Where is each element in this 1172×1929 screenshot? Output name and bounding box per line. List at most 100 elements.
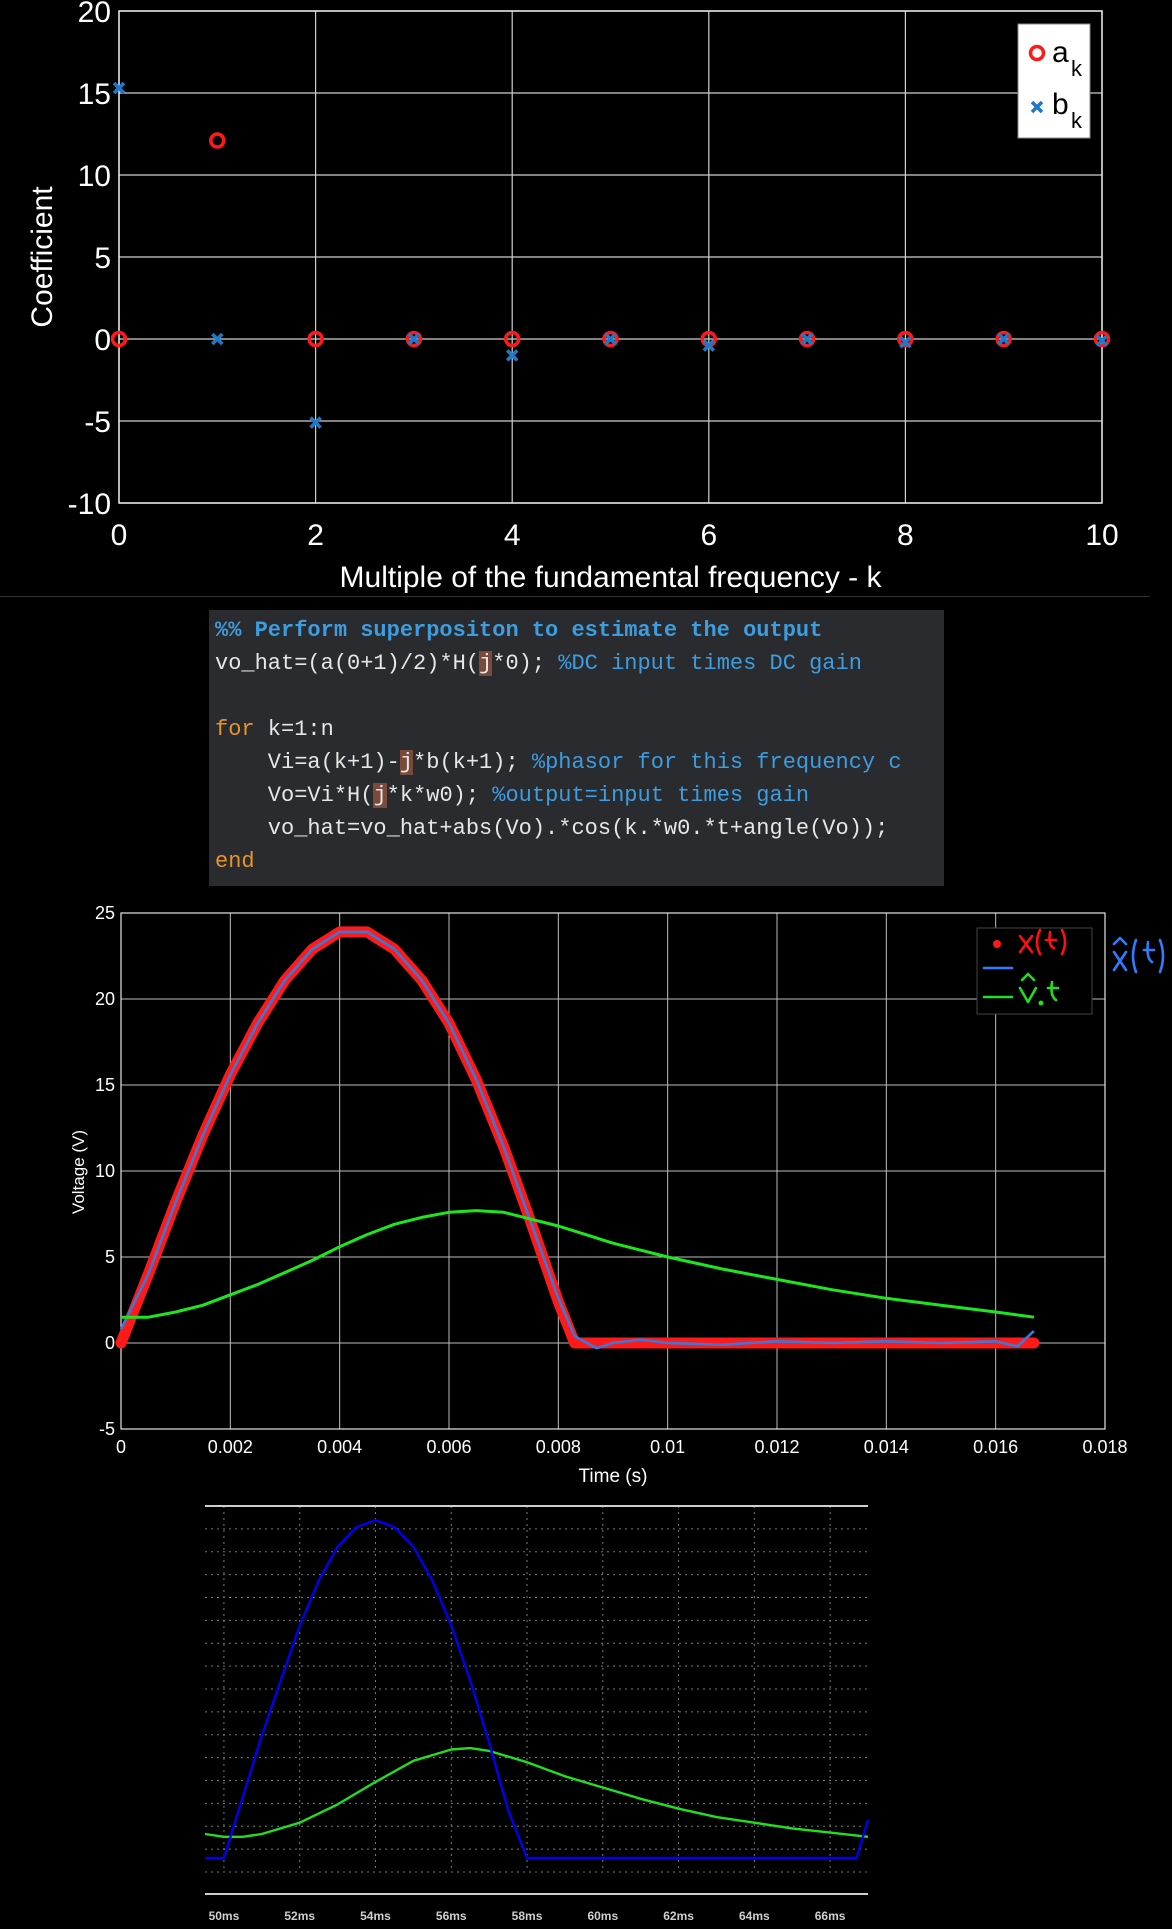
code-line: %% Perform superpositon to estimate the …	[215, 614, 944, 647]
y-tick-label: 20	[95, 989, 115, 1009]
b-coefficient-point	[211, 332, 224, 346]
y-tick-label: -5	[99, 1419, 115, 1439]
y-tick-label: 15	[95, 1075, 115, 1095]
b-coefficient-point	[407, 332, 421, 346]
x-tick-label: 56ms	[436, 1909, 467, 1923]
voltage-chart: 0 0.002 0.004 0.006 0.008 0.01 0.012 0.014 0.016…	[0, 900, 1172, 1490]
legend-b-subscript: k	[1071, 108, 1083, 133]
input-signal-line	[115, 926, 1040, 1349]
input-voltage-trace	[205, 1518, 870, 1860]
x-axis-label: Multiple of the fundamental frequency - …	[340, 561, 883, 594]
b-coefficient-point	[899, 336, 912, 349]
y-tick-label: 15	[78, 78, 111, 111]
legend-a-subscript: k	[1071, 56, 1083, 81]
x-tick-label: 2	[307, 519, 324, 552]
simulation-chart: 50ms 52ms 54ms 56ms 58ms 60ms 62ms 64ms 66ms	[0, 1490, 1172, 1929]
code-block: %% Perform superpositon to estimate the …	[209, 610, 944, 886]
code-line	[215, 680, 944, 713]
y-tick-label: 5	[105, 1247, 115, 1267]
legend-red-dot	[993, 940, 1001, 948]
code-line: for k=1:n	[215, 713, 944, 746]
x-tick-label: 0.01	[650, 1437, 685, 1457]
legend-blue-annotation-icon	[1112, 936, 1165, 974]
code-token: k=1:n	[254, 717, 334, 742]
legend-red-annotation-icon	[1018, 928, 1067, 956]
output-voltage-trace	[204, 1746, 869, 1838]
x-tick-label: 10	[1085, 519, 1118, 552]
code-token: *0);	[492, 651, 559, 676]
a-coefficient-point	[798, 330, 816, 348]
code-comment: %DC input times DC gain	[558, 651, 862, 676]
output-estimate-line	[121, 1209, 1035, 1319]
y-tick-label: -5	[84, 406, 111, 439]
code-token	[215, 684, 228, 709]
b-coefficient-point	[604, 332, 617, 346]
a-coefficient-point	[897, 330, 914, 348]
code-keyword: end	[215, 849, 255, 874]
b-coefficient-point	[997, 332, 1010, 346]
code-line: end	[215, 845, 944, 878]
voltage-chart-svg: 0 0.002 0.004 0.006 0.008 0.01 0.012 0.014 0.016…	[69, 903, 1165, 1487]
a-coefficient-point	[307, 330, 324, 348]
divider	[0, 596, 1150, 597]
plot-frame	[120, 912, 1106, 1430]
x-tick-label: 62ms	[663, 1909, 694, 1923]
b-coefficient-point	[112, 81, 126, 95]
legend-box	[976, 927, 1093, 1015]
code-comment: %output=input times gain	[492, 783, 810, 808]
code-token: *k*w0);	[386, 783, 493, 808]
x-tick-label: 0.014	[864, 1437, 909, 1457]
x-tick-label: 66ms	[815, 1909, 846, 1923]
b-coefficient-point	[505, 349, 519, 362]
code-keyword: for	[215, 717, 255, 742]
y-tick-label: 10	[78, 160, 111, 193]
a-coefficient-point	[995, 330, 1012, 348]
code-token: *b(k+1);	[413, 750, 532, 775]
x-tick-label: 0.006	[426, 1437, 471, 1457]
legend-b-label: b	[1052, 88, 1069, 121]
code-line: vo_hat=vo_hat+abs(Vo).*cos(k.*w0.*t+angl…	[215, 812, 944, 845]
a-coefficient-point	[503, 330, 521, 348]
x-tick-label: 0	[116, 1437, 126, 1457]
x-tick-label: 64ms	[739, 1909, 770, 1923]
x-tick-label: 60ms	[587, 1909, 618, 1923]
legend-a-marker	[1028, 44, 1046, 62]
a-coefficient-point	[110, 330, 128, 348]
coefficient-chart-svg: 0 2 4 6 8 10 -10 -5 0 5 10 15 20 Multiple of the fund…	[26, 0, 1119, 594]
code-token: vo_hat=vo_hat+abs(Vo).*cos(k.*w0.*t+angl…	[215, 816, 889, 841]
y-tick-label: 5	[94, 242, 111, 275]
y-tick-label: 25	[95, 903, 115, 923]
code-token: j	[399, 750, 414, 775]
legend-green-dot	[1038, 1000, 1044, 1006]
a-coefficient-point	[1093, 330, 1111, 348]
x-tick-label: 0.004	[317, 1437, 362, 1457]
x-tick-label: 54ms	[360, 1909, 391, 1923]
x-axis-label: Time (s)	[579, 1466, 648, 1487]
a-coefficient-point	[602, 330, 619, 348]
b-coefficient-point	[309, 416, 322, 429]
code-line: Vi=a(k+1)-j*b(k+1); %phasor for this fre…	[215, 746, 944, 779]
y-tick-label: 20	[78, 0, 111, 29]
y-tick-label: 0	[94, 324, 111, 357]
a-coefficient-point	[209, 132, 226, 149]
x-tick-label: 58ms	[512, 1909, 543, 1923]
legend-green-annotation-icon	[1018, 972, 1060, 1004]
b-coefficient-point	[702, 339, 716, 352]
y-tick-label: 0	[105, 1333, 115, 1353]
x-tick-label: 0.016	[973, 1437, 1018, 1457]
x-tick-label: 8	[897, 519, 914, 552]
reconstructed-signal-line	[119, 930, 1035, 1350]
x-tick-label: 0.012	[754, 1437, 799, 1457]
code-token: j	[373, 783, 387, 808]
x-tick-label: 0.018	[1082, 1437, 1127, 1457]
simulation-chart-svg: 50ms 52ms 54ms 56ms 58ms 60ms 62ms 64ms 66ms	[204, 1505, 870, 1923]
x-tick-label: 50ms	[209, 1909, 240, 1923]
code-token: Vo=Vi*H(	[215, 783, 374, 808]
code-comment: %phasor for this frequency c	[531, 750, 902, 775]
x-tick-label: 0	[111, 519, 128, 552]
y-axis-label: Coefficient	[26, 186, 59, 328]
code-token: Vi=a(k+1)-	[215, 750, 400, 775]
code-comment: %% Perform superpositon to estimate the …	[215, 618, 823, 643]
legend-a-label: a	[1052, 36, 1069, 69]
x-tick-label: 6	[700, 519, 717, 552]
